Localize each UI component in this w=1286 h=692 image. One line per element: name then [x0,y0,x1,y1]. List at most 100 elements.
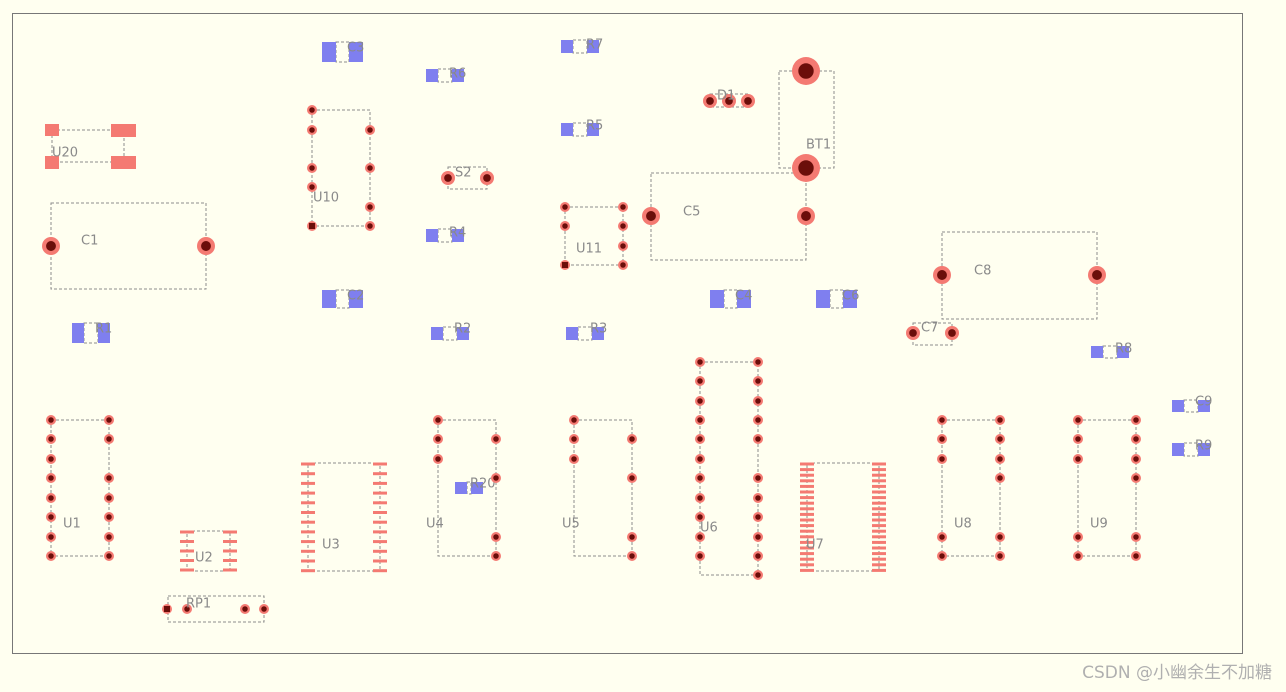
pad-hole [483,174,491,182]
pad-hole [997,417,1003,423]
pad-hole [309,184,315,190]
pad-hole [493,553,499,559]
pad-hole [997,456,1003,462]
smd-pad [872,540,886,544]
outline [699,361,759,576]
component-label: C4 [735,289,752,304]
smd-pad [800,468,814,472]
smd-pad [223,549,237,553]
smd-pad [800,512,814,516]
pad-hole [367,127,373,133]
pad-hole [798,160,814,176]
smd-pad [431,327,443,340]
smd-pad [800,529,814,533]
pad-hole [997,475,1003,481]
pad-hole [493,534,499,540]
smd-pad [301,491,315,495]
pad-hole [1133,456,1139,462]
pad-hole [755,495,761,501]
smd-pad [800,462,814,466]
component-label: S2 [455,166,472,181]
pad-hole [697,514,703,520]
pad-hole [697,475,703,481]
smd-pad [872,529,886,533]
pad-hole [106,417,112,423]
smd-pad [45,156,59,169]
smd-pad [1198,400,1210,412]
smd-pad [471,482,483,494]
pad-hole [939,553,945,559]
pad-hole [48,436,54,442]
smd-pad [180,568,194,572]
pad-hole [309,127,315,133]
component-label: U6 [700,521,718,536]
smd-pad [301,481,315,485]
smd-pad [872,468,886,472]
component-label: U8 [954,517,972,532]
component-label: RP1 [186,597,211,612]
pad-hole [571,456,577,462]
component-label: R9 [1195,439,1212,454]
smd-pad [561,123,573,136]
smd-pad [800,535,814,539]
smd-pad [800,563,814,567]
component-label: U10 [313,191,339,206]
pad-hole [435,436,441,442]
smd-pad [561,40,573,53]
smd-pad [710,290,724,308]
pad-hole [646,211,656,221]
smd-pad [800,501,814,505]
smd-pad [800,507,814,511]
smd-pad [223,568,237,572]
smd-pad [426,229,438,242]
smd-pad [301,559,315,563]
pad-hole [1133,417,1139,423]
smd-pad [45,124,59,136]
pad-hole [367,165,373,171]
smd-pad [301,569,315,573]
smd-pad [872,512,886,516]
pad-hole [48,495,54,501]
smd-pad [373,481,387,485]
pad-hole [997,553,1003,559]
smd-pad [800,490,814,494]
pad-hole [755,417,761,423]
smd-pad [872,473,886,477]
component-label: U2 [195,551,213,566]
smd-pad [800,568,814,572]
pad-hole [1075,553,1081,559]
smd-pad [816,290,830,308]
pad-hole [562,204,568,210]
smd-pad [72,323,84,343]
pad-hole [997,534,1003,540]
smd-pad [587,40,599,53]
pad-hole [48,553,54,559]
component-label: U1 [63,517,81,532]
smd-pad [223,540,237,543]
pad-hole [697,359,703,365]
outline [307,462,381,572]
component-label: C5 [683,205,700,220]
smd-pad [800,524,814,528]
smd-pad [800,546,814,550]
smd-pad [301,549,315,553]
smd-pad [301,540,315,544]
pad-hole [939,436,945,442]
pad-hole [571,417,577,423]
pad-hole [1092,270,1102,280]
pad-hole [939,456,945,462]
smd-pad [592,327,604,340]
component-label: D1 [717,89,735,104]
smd-pad [566,327,578,340]
pad-hole [697,534,703,540]
component-label: C1 [81,234,98,249]
component-label: U20 [52,146,78,161]
pad-hole [697,417,703,423]
smd-pad [737,290,751,308]
pad-hole [1075,436,1081,442]
pad-hole [48,475,54,481]
smd-pad [373,491,387,495]
component-label: R2 [454,322,471,337]
component-label: C8 [974,264,991,279]
